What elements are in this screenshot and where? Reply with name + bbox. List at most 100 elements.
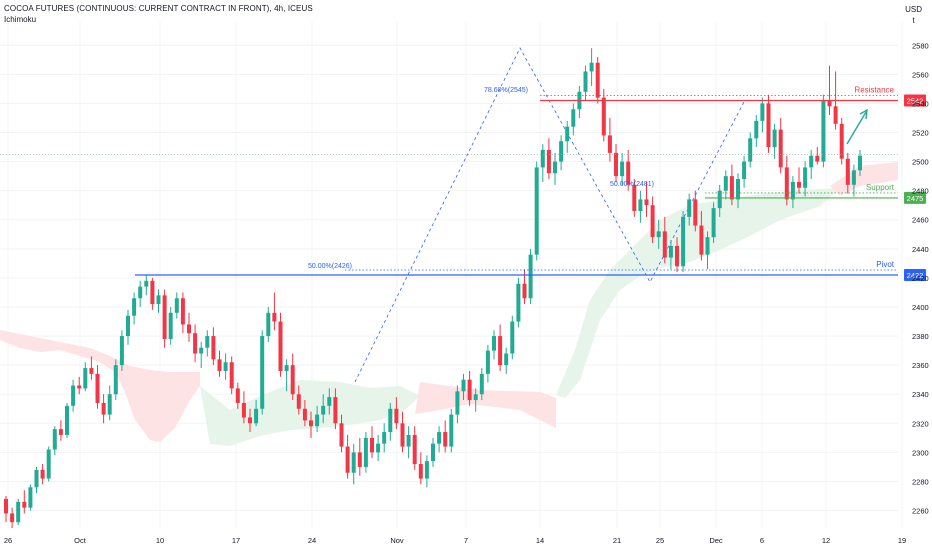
candle-body [132,298,137,316]
price-tag-support [904,191,926,204]
candle-body [717,190,722,209]
candle-body [650,205,655,238]
candle-body [815,155,820,162]
candle-body [638,199,643,212]
candle-body [272,312,277,322]
candle-body [217,359,222,371]
candle-body [516,283,521,322]
candle-body [833,106,838,124]
candle-body [180,298,185,325]
candle-body [229,362,234,389]
x-tick-label: 7 [464,536,468,545]
y-tick-label: 2320 [912,419,929,428]
x-tick-label: Oct [74,536,87,545]
candle-body [504,353,509,366]
price-tag-label-resistance: 2542 [907,97,924,106]
candle-body [449,414,454,447]
candle-body [534,167,539,255]
candle-body [790,181,795,200]
candle-body [681,216,686,267]
x-tick-label: 14 [536,536,544,545]
candle-body [687,199,692,217]
candle-body [412,434,417,465]
candle-body [339,423,344,447]
candle-body [772,129,777,148]
y-tick-label: 2260 [912,507,929,516]
chart-title: COCOA FUTURES (CONTINUOUS: CURRENT CONTR… [4,4,313,13]
candle-body [260,336,265,409]
candle-body [522,283,527,299]
fib-zigzag [354,47,746,383]
candle-body [601,97,606,136]
ichimoku-bear-cloud [830,162,898,196]
ichimoku-bear-cloud [0,330,200,442]
candle-body [565,126,570,142]
candle-body [193,333,198,354]
candle-body [528,254,533,299]
candle-body [77,385,82,389]
candle-body [455,391,460,415]
candle-body [424,461,429,479]
candle-body [461,379,466,392]
candle-body [278,321,283,371]
candle-body [333,397,338,424]
candle-body [248,417,252,424]
projection-arrow-head [859,108,868,120]
candle-body [302,408,307,421]
candle-body [113,365,118,395]
currency-label: USD [905,5,922,14]
price-tag-label-pivot: 2422 [907,271,924,280]
candle-body [778,129,783,168]
candle-body [571,109,576,127]
candle-body [40,469,45,479]
y-tick-label: 2340 [912,390,929,399]
candle-body [821,100,826,162]
candle-body [473,394,478,401]
candle-body [58,429,63,435]
candle-body [162,295,167,339]
candle-body [705,237,710,255]
candle-body [241,402,246,418]
candle-body [748,138,753,162]
x-tick-label: 6 [760,536,764,545]
candle-body [559,141,564,162]
candle-body [851,170,856,185]
candle-body [83,368,88,389]
candle-body [126,315,130,337]
candle-body [595,62,600,98]
candle-body [699,225,704,255]
candle-body [656,231,661,238]
candle-body [400,423,405,447]
candle-body [34,469,39,488]
candle-body [797,181,801,188]
candle-body [150,280,155,305]
candle-body [620,161,625,177]
candle-body [22,501,27,508]
y-tick-label: 2480 [912,187,929,196]
candle-body [803,167,808,188]
level-name-pivot: Pivot [876,260,895,269]
fib-label: 50.00%(2481) [610,181,654,188]
y-tick-label: 2300 [912,448,929,457]
candle-body [626,161,631,185]
candle-body [107,394,112,415]
ichimoku-bull-cloud [200,380,420,446]
candle-body [510,321,515,354]
x-tick-label: 24 [308,536,316,545]
price-tag-resistance [904,94,926,107]
candle-body [376,443,381,453]
candle-body [199,347,204,354]
candle-body [156,295,161,305]
candle-body [235,388,240,403]
candle-body [138,286,143,299]
x-tick-label: Nov [390,536,404,545]
candle-body [327,397,332,406]
price-tag-pivot [904,269,926,281]
x-tick-label: 12 [822,536,830,545]
candle-body [736,179,740,200]
x-tick-label: 26 [4,536,12,545]
candle-body [351,452,356,473]
candle-body [693,199,698,226]
unit-label: t [912,16,915,25]
